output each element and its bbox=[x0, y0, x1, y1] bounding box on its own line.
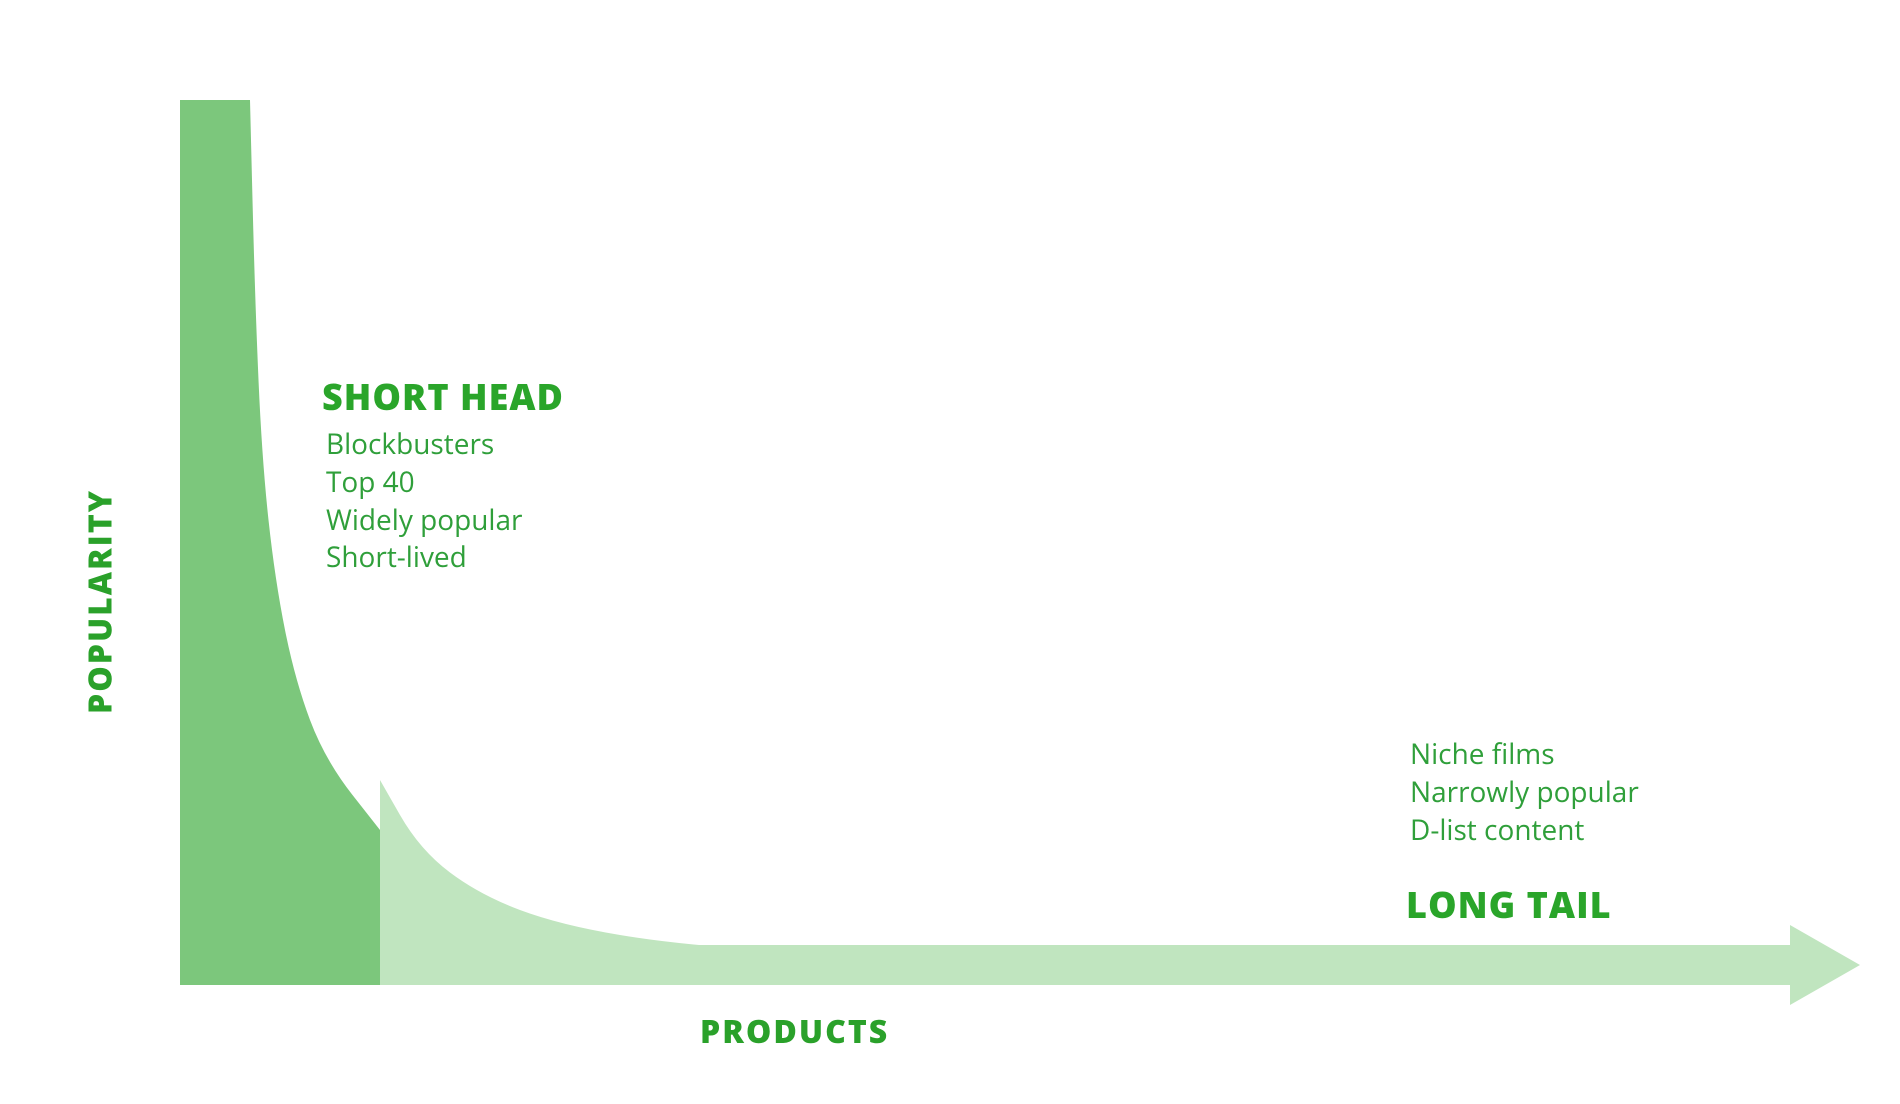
short-head-bullet: Top 40 bbox=[326, 464, 523, 502]
short-head-bullet: Widely popular bbox=[326, 502, 523, 540]
curve-svg bbox=[0, 0, 1900, 1104]
short-head-bullet: Short-lived bbox=[326, 539, 523, 577]
short-head-bullets: BlockbustersTop 40Widely popularShort-li… bbox=[326, 426, 523, 577]
short-head-heading: SHORT HEAD bbox=[322, 372, 564, 421]
long-tail-bullet: Niche films bbox=[1410, 736, 1639, 774]
long-tail-bullet: D-list content bbox=[1410, 812, 1639, 850]
long-tail-bullets: Niche filmsNarrowly popularD-list conten… bbox=[1410, 736, 1639, 849]
long-tail-diagram: POPULARITY PRODUCTS SHORT HEAD Blockbust… bbox=[0, 0, 1900, 1104]
long-tail-heading: LONG TAIL bbox=[1406, 880, 1612, 929]
y-axis-label: POPULARITY bbox=[79, 462, 122, 742]
x-axis-label: PRODUCTS bbox=[700, 1010, 889, 1053]
long-tail-bullet: Narrowly popular bbox=[1410, 774, 1639, 812]
short-head-bullet: Blockbusters bbox=[326, 426, 523, 464]
